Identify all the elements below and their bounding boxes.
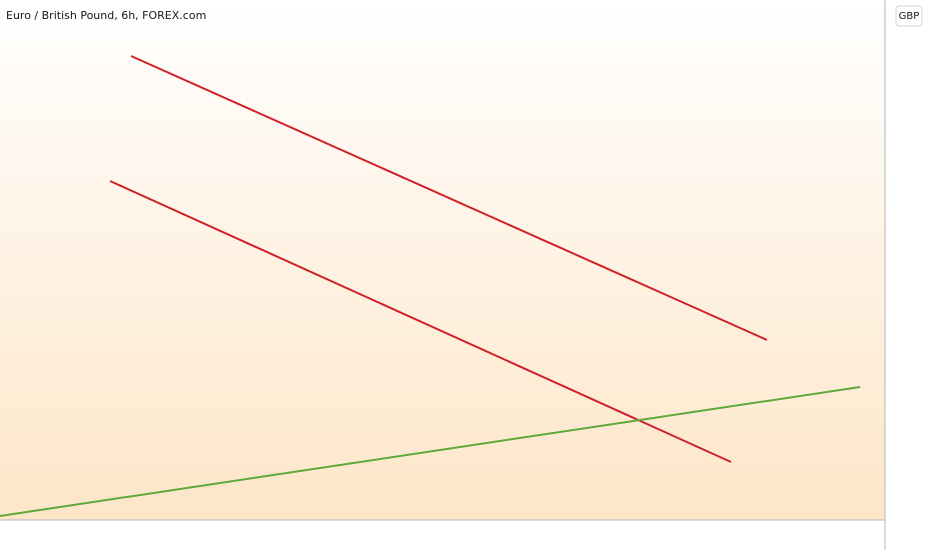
plot-background: [0, 0, 885, 520]
channel-upper: [130, 55, 768, 341]
channel-lower: [109, 180, 732, 463]
currency[interactable]: GBP: [899, 11, 920, 22]
chart-title: Euro / British Pound, 6h, FOREX.com: [6, 9, 206, 22]
time-axis: [0, 520, 885, 550]
currency-button[interactable]: [895, 5, 923, 27]
price-axis: [885, 0, 932, 550]
support-line: [0, 386, 861, 517]
